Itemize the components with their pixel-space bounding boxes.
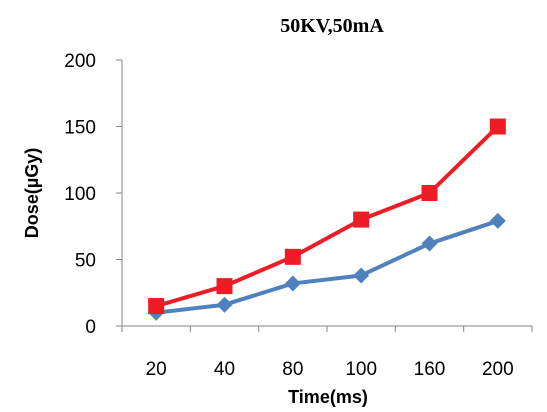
data-point-diamond [216,296,233,313]
x-tick-label: 160 [414,359,446,380]
y-tick-label: 200 [64,51,96,72]
x-axis-title: Time(ms) [288,387,368,407]
data-point-diamond [284,275,301,292]
data-point-diamond [489,212,506,229]
y-tick-label: 50 [75,251,96,272]
x-tick-label: 100 [345,359,377,380]
series-line [155,125,500,308]
x-tick-label: 80 [282,359,303,380]
y-tick-label: 0 [85,317,96,338]
data-point-square [148,298,165,315]
x-axis-ticks: 20 40 80 100 160 200 [121,326,533,380]
series-layer [148,118,506,321]
chart-title: 50KV,50mA [280,15,384,37]
data-point-diamond [421,235,438,252]
y-tick-label: 100 [64,184,96,205]
data-point-square [421,185,438,201]
data-point-square [489,118,506,135]
y-axis-ticks: 0 50 100 150 200 [64,51,122,338]
y-tick-label: 150 [64,118,96,139]
x-tick-label: 40 [214,359,235,380]
x-tick-label: 20 [146,359,167,380]
x-tick-label: 200 [482,359,514,380]
data-point-diamond [353,267,370,284]
y-axis-title: Dose(µGy) [22,148,42,238]
series-line [155,219,499,315]
data-point-square [216,278,233,295]
data-point-square [353,211,370,228]
data-point-square [284,248,301,265]
